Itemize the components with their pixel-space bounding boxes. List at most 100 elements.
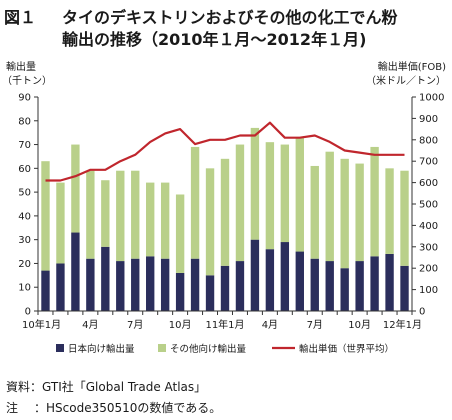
y-right-tick-label: 700 [419,157,438,168]
y-left-tick-label: 90 [18,93,31,104]
bar-japan [385,253,394,311]
bar-other [86,170,95,259]
y-right-tick-label: 600 [419,178,438,189]
chart-title-line2: 輸出の推移（2010年１月〜2012年１月) [62,30,367,49]
chart-title-line1: タイのデキストリンおよびその他の化工でん粉 [62,8,398,27]
footnote: 注 ：HScode350510の数値である。 [6,399,221,416]
x-tick-label: 7月 [127,319,143,331]
y-left-tick-label: 40 [18,211,31,222]
bar-japan [116,261,125,311]
bar-japan [190,258,200,311]
y-right-tick-label: 800 [419,135,438,146]
y-right-label-line2: （米ドル／トン） [366,74,446,87]
bars-layer [41,127,409,311]
bar-japan [310,258,319,311]
y-right-tick-label: 200 [419,264,438,275]
bar-other [101,180,110,247]
y-left-tick-label: 70 [18,140,31,151]
x-tick-label: 10年1月 [22,318,61,331]
bar-other [205,168,215,276]
bar-other [385,168,394,254]
y-left-tick-label: 20 [18,259,31,270]
bar-other [190,146,200,259]
bar-other [400,170,409,266]
bar-other [310,165,319,259]
y-right-tick-label: 1000 [419,93,444,104]
legend: 日本向け輸出量 その他向け輸出量 輸出単価（世界平均） [56,343,394,355]
source-text: GTI社「Global Trade Atlas」 [42,380,207,394]
bar-other [325,151,334,262]
note-text: ：HScode350510の数値である。 [34,401,222,415]
y-right-label-line1: 輸出単価(FOB) [378,60,446,73]
bar-japan [101,246,110,311]
bar-japan [295,251,304,311]
legend-label-other: その他向け輸出量 [170,343,247,355]
bar-other [235,144,245,262]
bar-japan [400,265,409,311]
y-left-tick-label: 80 [18,116,31,127]
legend-swatch-japan [56,344,64,352]
price-line-layer [45,121,405,182]
bar-other [131,170,140,259]
price-line [45,121,405,182]
bar-other [146,182,155,257]
y-right-tick-label: 300 [419,242,438,253]
bar-other [56,182,65,264]
x-tick-label: 10月 [169,319,192,331]
y-left-tick-label: 50 [18,188,31,199]
bar-japan [355,261,364,311]
bar-other [295,137,304,252]
y-right-tick-label: 0 [419,307,425,318]
bar-japan [41,270,50,311]
bar-japan [340,268,349,311]
y-right-tick-label: 500 [419,200,438,211]
y-right-tick-label: 900 [419,114,438,125]
x-tick-label: 4月 [262,319,278,331]
note-prefix: 注 [6,401,19,415]
bar-japan [370,256,379,311]
x-tick-label: 7月 [307,319,323,331]
axes-layer: 0102030405060708090010020030040050060070… [18,93,444,332]
figure-label: 図１ [4,8,37,27]
x-tick-label: 10月 [348,319,371,331]
y-right-tick-label: 100 [419,285,438,296]
y-left-tick-label: 60 [18,164,31,175]
bar-japan [160,258,170,311]
bar-other [220,158,230,266]
legend-label-japan: 日本向け輸出量 [68,343,135,355]
bar-other [340,158,349,269]
bar-other [41,161,50,271]
source-note: 資料：GTI社「Global Trade Atlas」 [6,378,206,395]
bar-other [116,170,125,262]
bar-japan [235,261,245,311]
bar-japan [265,249,275,311]
y-left-tick-label: 30 [18,235,31,246]
bar-japan [280,242,290,311]
bar-other [160,182,170,259]
x-tick-label: 11年1月 [205,318,244,331]
bar-other [370,146,379,257]
chart-canvas: 輸出量 （千トン） 輸出単価(FOB) （米ドル／トン） 0 10 20 30 40 50… [2,60,446,355]
bar-other [250,127,260,240]
bar-other [265,142,275,250]
bar-japan [131,258,140,311]
legend-label-price: 輸出単価（世界平均） [299,343,394,355]
y-left-label-line1: 輸出量 [6,60,36,73]
bar-japan [56,263,65,311]
bar-other [355,163,364,262]
y-left-label-line2: （千トン） [2,75,52,87]
bar-japan [220,265,230,311]
legend-swatch-other [158,344,166,352]
bar-japan [250,239,260,311]
bar-other [175,194,185,273]
bar-other [71,144,80,233]
y-left-tick-label: 0 [25,307,31,318]
source-prefix: 資料： [6,380,43,394]
bar-other [280,144,290,243]
x-tick-label: 12年1月 [383,318,422,331]
bar-japan [86,258,95,311]
bar-japan [325,261,334,311]
x-tick-label: 4月 [82,319,98,331]
bar-japan [71,232,80,311]
bar-japan [175,272,185,311]
